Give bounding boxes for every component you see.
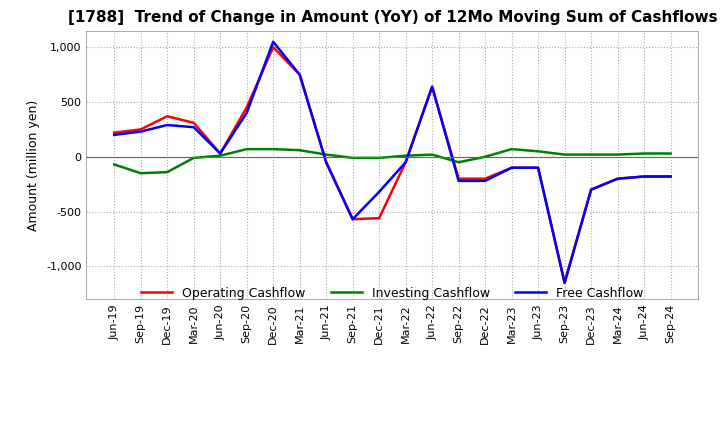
Free Cashflow [666, 174, 675, 179]
Investing Cashflow [481, 154, 490, 159]
Operating Cashflow [163, 114, 171, 119]
Operating Cashflow [322, 160, 330, 165]
Operating Cashflow [481, 176, 490, 181]
Investing Cashflow [534, 149, 542, 154]
Free Cashflow [454, 178, 463, 183]
Operating Cashflow [640, 174, 649, 179]
Operating Cashflow [243, 105, 251, 110]
Free Cashflow [110, 132, 119, 138]
Operating Cashflow [110, 130, 119, 136]
Investing Cashflow [401, 153, 410, 158]
Investing Cashflow [587, 152, 595, 157]
Free Cashflow [348, 216, 357, 222]
Free Cashflow [375, 189, 384, 194]
Operating Cashflow [401, 160, 410, 165]
Investing Cashflow [322, 152, 330, 157]
Operating Cashflow [269, 44, 277, 50]
Free Cashflow [163, 122, 171, 128]
Investing Cashflow [189, 155, 198, 161]
Operating Cashflow [666, 174, 675, 179]
Free Cashflow [189, 125, 198, 130]
Investing Cashflow [348, 155, 357, 161]
Investing Cashflow [666, 151, 675, 156]
Investing Cashflow [613, 152, 622, 157]
Free Cashflow [428, 84, 436, 89]
Free Cashflow [269, 39, 277, 44]
Free Cashflow [534, 165, 542, 170]
Investing Cashflow [163, 169, 171, 175]
Operating Cashflow [587, 187, 595, 192]
Investing Cashflow [508, 147, 516, 152]
Free Cashflow [322, 160, 330, 165]
Investing Cashflow [454, 160, 463, 165]
Operating Cashflow [189, 120, 198, 125]
Investing Cashflow [560, 152, 569, 157]
Investing Cashflow [243, 147, 251, 152]
Operating Cashflow [613, 176, 622, 181]
Operating Cashflow [216, 151, 225, 156]
Line: Operating Cashflow: Operating Cashflow [114, 47, 670, 283]
Operating Cashflow [295, 72, 304, 77]
Operating Cashflow [428, 84, 436, 89]
Free Cashflow [295, 72, 304, 77]
Investing Cashflow [375, 155, 384, 161]
Title: [1788]  Trend of Change in Amount (YoY) of 12Mo Moving Sum of Cashflows: [1788] Trend of Change in Amount (YoY) o… [68, 11, 717, 26]
Free Cashflow [243, 110, 251, 116]
Investing Cashflow [269, 147, 277, 152]
Line: Free Cashflow: Free Cashflow [114, 42, 670, 283]
Operating Cashflow [348, 216, 357, 222]
Free Cashflow [508, 165, 516, 170]
Free Cashflow [216, 151, 225, 156]
Legend: Operating Cashflow, Investing Cashflow, Free Cashflow: Operating Cashflow, Investing Cashflow, … [136, 282, 649, 304]
Operating Cashflow [375, 216, 384, 221]
Investing Cashflow [216, 153, 225, 158]
Free Cashflow [401, 160, 410, 165]
Investing Cashflow [640, 151, 649, 156]
Y-axis label: Amount (million yen): Amount (million yen) [27, 99, 40, 231]
Investing Cashflow [295, 147, 304, 153]
Free Cashflow [613, 176, 622, 181]
Operating Cashflow [534, 165, 542, 170]
Investing Cashflow [110, 162, 119, 167]
Investing Cashflow [136, 171, 145, 176]
Free Cashflow [481, 178, 490, 183]
Operating Cashflow [508, 165, 516, 170]
Line: Investing Cashflow: Investing Cashflow [114, 149, 670, 173]
Free Cashflow [560, 280, 569, 286]
Operating Cashflow [136, 127, 145, 132]
Operating Cashflow [454, 176, 463, 181]
Operating Cashflow [560, 280, 569, 286]
Free Cashflow [136, 129, 145, 134]
Investing Cashflow [428, 152, 436, 157]
Free Cashflow [640, 174, 649, 179]
Free Cashflow [587, 187, 595, 192]
